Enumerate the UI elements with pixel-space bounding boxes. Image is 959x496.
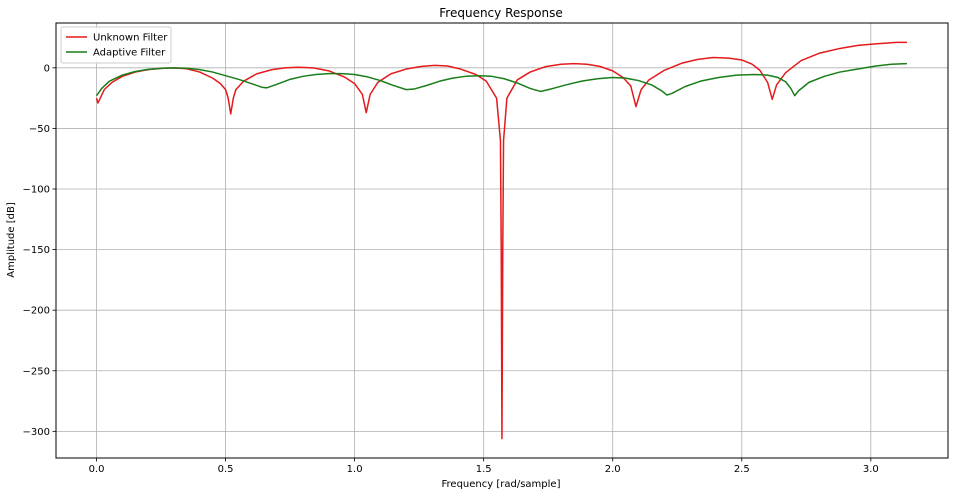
chart-title: Frequency Response: [439, 6, 562, 20]
y-tick-label: −250: [23, 366, 50, 377]
x-tick-label: 2.0: [605, 464, 621, 475]
x-tick-label: 0.0: [89, 464, 105, 475]
plot-frame: [55, 22, 949, 459]
y-tick-label: −300: [23, 427, 50, 438]
series-line-adaptive-filter: [95, 62, 907, 97]
x-tick-label: 0.5: [218, 464, 234, 475]
legend-label: Adaptive Filter: [93, 48, 166, 59]
legend-box: [60, 26, 172, 64]
y-tick-label: −50: [29, 124, 50, 135]
x-axis-label: Frequency [rad/sample]: [442, 479, 561, 490]
legend-label: Unknown Filter: [93, 33, 168, 44]
y-tick-label: −150: [23, 245, 50, 256]
x-tick-label: 3.0: [863, 464, 879, 475]
series-layer: [95, 41, 907, 440]
ticks: 0.0 0.5 1.0 1.5 2.0 2.5 3.0 0 −50 −100 −150 −200 −25…: [23, 63, 879, 475]
x-tick-label: 1.0: [347, 464, 363, 475]
y-axis-label: Amplitude [dB]: [6, 202, 17, 278]
series-line-unknown-filter: [95, 41, 907, 440]
y-tick-label: −100: [23, 185, 50, 196]
x-tick-label: 1.5: [476, 464, 492, 475]
y-tick-label: 0: [44, 63, 50, 74]
x-tick-label: 2.5: [734, 464, 750, 475]
y-tick-label: −200: [23, 306, 50, 317]
legend: Unknown Filter Adaptive Filter: [60, 26, 172, 64]
